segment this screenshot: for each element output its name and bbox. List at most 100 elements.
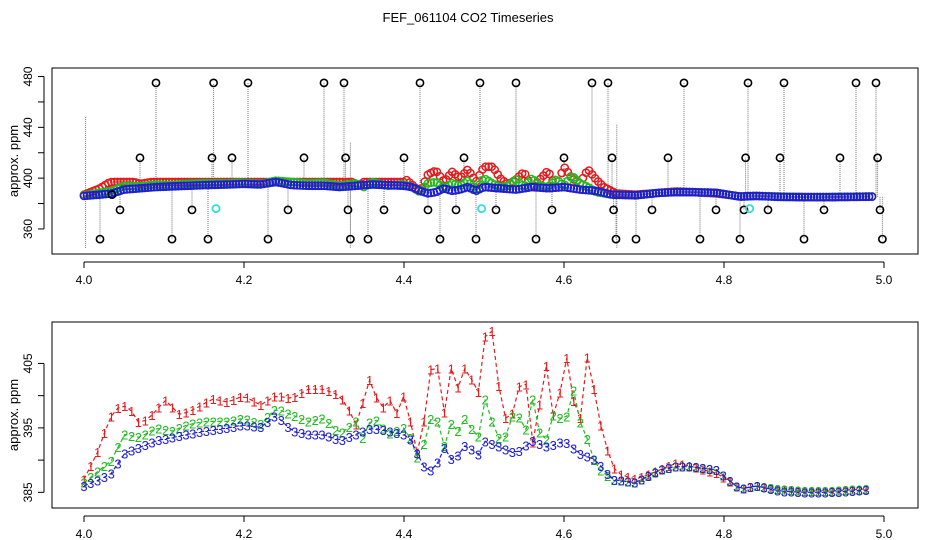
top-series-3-point xyxy=(149,182,159,192)
top-outlier-point xyxy=(299,153,309,163)
top-series-3-point xyxy=(371,180,381,190)
top-series-3-point xyxy=(374,180,384,190)
bottom-series-1-marker: 1 xyxy=(726,475,733,490)
bottom-series-2-marker: 2 xyxy=(434,414,441,429)
top-series-3-point xyxy=(213,180,223,190)
bottom-y-tick-label: 385 xyxy=(21,482,35,502)
bottom-series-1-marker: 1 xyxy=(590,382,597,397)
top-outlier-point xyxy=(875,205,885,215)
bottom-series-3-marker: 3 xyxy=(590,452,597,467)
top-series-3-point xyxy=(514,184,524,194)
top-x-tick-label: 5.0 xyxy=(876,273,893,287)
bottom-series-1-marker: 1 xyxy=(495,379,502,394)
bottom-series-3-marker: 3 xyxy=(210,423,217,438)
top-series-3-point xyxy=(338,182,347,192)
top-series-3-point xyxy=(703,188,713,197)
top-series-3-point xyxy=(776,192,786,202)
bottom-series-3-marker: 3 xyxy=(284,420,291,435)
bottom-series-3-marker: 3 xyxy=(706,462,713,477)
top-series-3-point xyxy=(310,181,320,191)
bottom-series-3-marker: 3 xyxy=(359,425,366,440)
top-outlier-point xyxy=(741,153,750,163)
bottom-series-1-marker: 1 xyxy=(332,387,339,402)
bottom-series-3-marker: 3 xyxy=(298,426,305,441)
bottom-series-3-marker: 3 xyxy=(400,427,407,442)
bottom-series-1-marker: 1 xyxy=(142,414,149,429)
bottom-series-3-marker: 3 xyxy=(665,461,672,476)
bottom-series-2-marker: 2 xyxy=(359,431,366,446)
top-outlier-point xyxy=(711,205,721,215)
top-series-3-point xyxy=(164,182,174,191)
bottom-series-3-marker: 3 xyxy=(223,421,230,436)
bottom-series-1-marker: 1 xyxy=(366,373,373,388)
top-series-3-point xyxy=(742,191,752,201)
bottom-series-3-marker: 3 xyxy=(556,435,563,450)
top-series-1-point xyxy=(107,177,116,187)
bottom-series-2-marker: 2 xyxy=(808,484,815,499)
bottom-series-2-marker: 2 xyxy=(849,483,856,498)
bottom-series-1-marker: 1 xyxy=(509,407,516,422)
bottom-series-3-marker: 3 xyxy=(441,441,448,456)
bottom-series-1-marker: 1 xyxy=(556,385,563,400)
top-series-3-point xyxy=(633,190,643,200)
top-series-3-point xyxy=(788,192,798,202)
top-series-3-point xyxy=(739,192,749,201)
bottom-series-2-marker: 2 xyxy=(822,484,829,499)
top-series-3-point xyxy=(481,182,490,192)
bottom-series-2-marker: 2 xyxy=(210,414,217,429)
bottom-series-1-marker: 1 xyxy=(441,405,448,420)
bottom-series-2-marker: 2 xyxy=(291,409,298,424)
bottom-series-1-marker: 1 xyxy=(189,403,196,418)
top-series-3-point xyxy=(782,192,792,202)
top-series-3-point xyxy=(256,180,265,189)
top-series-3-point xyxy=(627,190,636,200)
top-series-3-point xyxy=(402,181,411,191)
bottom-series-2-marker: 2 xyxy=(604,469,611,484)
top-outlier-point xyxy=(611,234,621,244)
top-series-3-point xyxy=(545,183,554,193)
top-series-3-point xyxy=(94,190,104,200)
bottom-series-1-marker: 1 xyxy=(114,401,121,416)
top-series-3-point xyxy=(697,188,706,197)
bottom-series-3-marker: 3 xyxy=(522,439,529,454)
bottom-series-3-marker: 3 xyxy=(196,425,203,440)
top-y-tick-label: 440 xyxy=(21,117,35,137)
top-series-3-point xyxy=(505,184,515,194)
bottom-series-3-marker: 3 xyxy=(808,485,815,500)
bottom-series-2-marker: 2 xyxy=(529,393,536,408)
top-series-3-point xyxy=(341,182,351,191)
bottom-series-1-marker: 1 xyxy=(720,470,727,485)
top-series-3-point xyxy=(335,182,344,192)
top-outlier-point xyxy=(559,153,569,163)
top-outlier-point xyxy=(263,234,273,244)
top-series-3-point xyxy=(265,178,274,188)
bottom-series-3-marker: 3 xyxy=(87,476,94,491)
top-series-3-point xyxy=(207,180,217,190)
bottom-series-3-marker: 3 xyxy=(760,481,767,496)
bottom-series-3-marker: 3 xyxy=(577,447,584,462)
bottom-series-1-marker: 1 xyxy=(339,393,346,408)
top-outlier-point xyxy=(203,234,213,244)
top-series-3-point xyxy=(219,180,229,189)
top-series-3-point xyxy=(532,183,542,192)
top-series-3-point xyxy=(539,183,548,193)
top-series-3-point xyxy=(806,192,816,202)
top-series-3-point xyxy=(228,179,238,189)
top-outlier-point xyxy=(695,234,705,244)
top-series-3-point xyxy=(173,181,183,191)
top-outlier-point xyxy=(283,205,293,215)
top-series-3-point xyxy=(551,183,560,193)
bottom-series-3-marker: 3 xyxy=(448,452,455,467)
bottom-series-3-marker: 3 xyxy=(747,480,754,495)
top-series-3-point xyxy=(243,179,253,189)
top-series-3-point xyxy=(137,183,147,193)
bottom-series-2-marker: 2 xyxy=(298,412,305,427)
top-series-3-point xyxy=(167,182,177,191)
top-outlier-point xyxy=(415,78,425,88)
top-series-3-point xyxy=(155,182,165,192)
bottom-y-axis-label: approx. ppm xyxy=(6,379,21,451)
top-series-3-point xyxy=(198,180,208,190)
top-series-3-point xyxy=(259,179,268,189)
bottom-series-3-marker: 3 xyxy=(264,415,271,430)
top-series-3-point xyxy=(320,181,329,191)
